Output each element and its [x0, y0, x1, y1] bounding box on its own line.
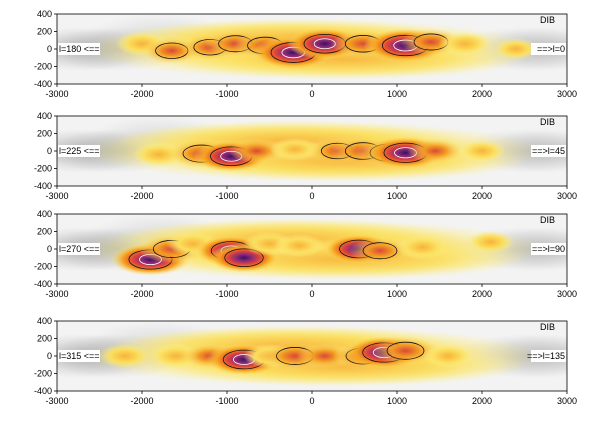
left-label-bg — [58, 243, 100, 255]
panel-4: -3000 -2000 -1000 0 1000 2000 30004002000-200-… — [34, 316, 577, 406]
x-tick-label: 3000 — [557, 191, 577, 201]
y-tick-label: 400 — [37, 111, 52, 121]
plot-area — [57, 214, 567, 284]
panel-title: DIB — [540, 15, 555, 25]
right-longitude-label: ==>l=0 — [537, 44, 565, 54]
x-tick-label: 2000 — [472, 396, 492, 406]
dib-cloud — [395, 235, 450, 260]
x-tick-label: 1000 — [387, 396, 407, 406]
plot-area — [57, 14, 567, 84]
left-label-bg — [58, 145, 100, 157]
y-tick-label: 0 — [47, 146, 52, 156]
panel-2: -3000 -2000 -1000 0 1000 2000 30004002000-200-… — [34, 111, 577, 201]
y-tick-label: 400 — [37, 9, 52, 19]
x-tick-label: -2000 — [130, 396, 153, 406]
x-tick-label: -3000 — [45, 191, 68, 201]
right-label-bg — [531, 43, 566, 55]
y-tick-label: 200 — [37, 334, 52, 344]
y-tick-label: 0 — [47, 351, 52, 361]
y-tick-label: 0 — [47, 44, 52, 54]
y-tick-label: -400 — [34, 181, 52, 191]
y-tick-label: 400 — [37, 209, 52, 219]
x-tick-label: -3000 — [45, 289, 68, 299]
right-label-bg — [531, 243, 566, 255]
dib-cloud — [274, 233, 325, 258]
x-tick-label: 2000 — [472, 289, 492, 299]
x-tick-label: -1000 — [215, 289, 238, 299]
left-label-bg — [58, 43, 100, 55]
x-tick-label: -2000 — [130, 289, 153, 299]
x-tick-label: -1000 — [215, 89, 238, 99]
dib-contour — [362, 242, 398, 260]
y-tick-label: 0 — [47, 244, 52, 254]
x-tick-label: -2000 — [130, 89, 153, 99]
x-tick-label: 3000 — [557, 289, 577, 299]
right-longitude-label: ==>l=135 — [527, 351, 565, 361]
left-longitude-label: l=270 <== — [59, 244, 100, 254]
x-tick-label: -1000 — [215, 191, 238, 201]
y-tick-label: -400 — [34, 79, 52, 89]
dib-cloud — [269, 137, 321, 161]
y-tick-label: -400 — [34, 386, 52, 396]
dib-cloud — [371, 336, 440, 366]
y-tick-label: 400 — [37, 316, 52, 326]
x-tick-label: 2000 — [472, 89, 492, 99]
panel-1: -3000 -2000 -1000 0 1000 2000 30004002000-200-… — [34, 9, 577, 99]
dib-contour — [386, 341, 425, 360]
x-tick-label: 1000 — [387, 191, 407, 201]
left-longitude-label: l=225 <== — [59, 146, 100, 156]
x-tick-label: -1000 — [215, 396, 238, 406]
dib-cloud — [422, 344, 474, 368]
panel-title: DIB — [540, 215, 555, 225]
right-longitude-label: ==>l=45 — [532, 146, 565, 156]
x-tick-label: 0 — [309, 289, 314, 299]
y-tick-label: -200 — [34, 164, 52, 174]
panel-3: -3000 -2000 -1000 0 1000 2000 30004002000-200-… — [34, 209, 577, 299]
x-tick-label: 1000 — [387, 289, 407, 299]
y-tick-label: -200 — [34, 369, 52, 379]
y-tick-label: -200 — [34, 262, 52, 272]
x-tick-label: -3000 — [45, 89, 68, 99]
y-tick-label: 200 — [37, 27, 52, 37]
x-tick-label: -2000 — [130, 191, 153, 201]
x-tick-label: 0 — [309, 89, 314, 99]
dib-cloud — [466, 230, 515, 254]
left-label-bg — [58, 350, 100, 362]
panel-title: DIB — [540, 322, 555, 332]
dib-cloud — [407, 138, 464, 164]
right-longitude-label: ==>l=90 — [532, 244, 565, 254]
dib-cloud — [493, 38, 539, 60]
dib-cloud — [228, 138, 285, 164]
x-tick-label: -3000 — [45, 396, 68, 406]
left-longitude-label: l=180 <== — [59, 44, 100, 54]
x-tick-label: 0 — [309, 396, 314, 406]
y-tick-label: 200 — [37, 129, 52, 139]
plot-area — [57, 321, 567, 391]
x-tick-label: 0 — [309, 191, 314, 201]
panel-title: DIB — [540, 117, 555, 127]
x-tick-label: 1000 — [387, 89, 407, 99]
dib-contour — [224, 248, 264, 268]
right-label-bg — [531, 350, 566, 362]
y-tick-label: -200 — [34, 62, 52, 72]
dib-cloud — [98, 343, 152, 369]
dib-cloud — [458, 139, 506, 163]
y-tick-label: 200 — [37, 227, 52, 237]
dib-cloud — [438, 31, 492, 56]
dib-cloud — [349, 237, 411, 265]
x-tick-label: 3000 — [557, 396, 577, 406]
x-tick-label: 2000 — [472, 191, 492, 201]
plot-area — [57, 116, 567, 186]
right-label-bg — [531, 145, 566, 157]
y-tick-label: -400 — [34, 279, 52, 289]
left-longitude-label: l=315 <== — [59, 351, 100, 361]
x-tick-label: 3000 — [557, 89, 577, 99]
